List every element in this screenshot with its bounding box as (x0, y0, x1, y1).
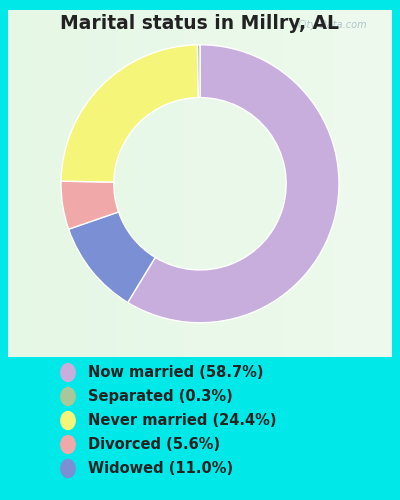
Wedge shape (69, 212, 155, 302)
Text: Now married (58.7%): Now married (58.7%) (88, 365, 264, 380)
Text: City-Data.com: City-Data.com (297, 20, 367, 30)
Wedge shape (61, 181, 118, 229)
Text: Widowed (11.0%): Widowed (11.0%) (88, 461, 233, 476)
Wedge shape (128, 45, 339, 322)
Text: Separated (0.3%): Separated (0.3%) (88, 389, 233, 404)
Text: Never married (24.4%): Never married (24.4%) (88, 413, 276, 428)
Text: Marital status in Millry, AL: Marital status in Millry, AL (60, 14, 340, 33)
Text: Divorced (5.6%): Divorced (5.6%) (88, 437, 220, 452)
Wedge shape (197, 45, 200, 98)
Wedge shape (61, 45, 198, 182)
